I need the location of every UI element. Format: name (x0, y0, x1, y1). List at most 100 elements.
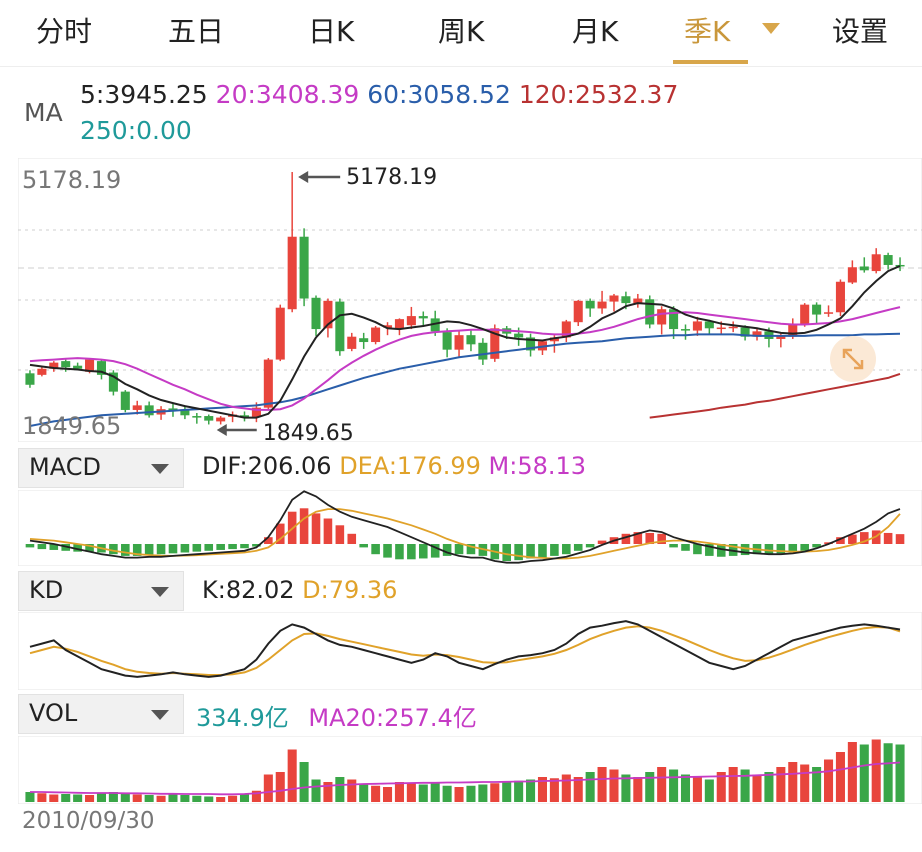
candle-body (466, 335, 476, 345)
volume-bar (490, 783, 500, 802)
volume-bar (585, 772, 595, 802)
macd-bar (275, 523, 285, 544)
macd-bar (73, 544, 82, 552)
macd-m: M:58.13 (488, 452, 587, 480)
macd-bar (621, 533, 631, 544)
tab-five-day[interactable]: 五日 (168, 15, 225, 48)
macd-bar (228, 544, 237, 550)
volume-bar (680, 774, 691, 802)
candle-body (204, 416, 214, 421)
candle-body (73, 365, 83, 369)
candle-body (394, 319, 404, 330)
candle-body (621, 296, 631, 304)
candle-body (680, 329, 691, 331)
volume-bar (764, 772, 774, 802)
expand-arrows-icon[interactable] (830, 336, 876, 382)
candle-body (192, 416, 202, 418)
ma-label: MA (24, 98, 63, 127)
candle-body (657, 309, 667, 325)
volume-bar (776, 767, 786, 802)
volume-bar (514, 780, 524, 802)
candle-body (597, 301, 607, 309)
candle-body (323, 300, 333, 329)
start-date: 2010/09/30 (22, 808, 155, 834)
volume-bar (573, 777, 583, 802)
kd-values: K:82.02 D:79.36 (202, 576, 397, 604)
macd-bar (25, 544, 35, 548)
macd-bar (323, 518, 333, 544)
high-marker-label: 5178.19 (346, 165, 437, 190)
vol-ma20: MA20:257.4亿 (308, 704, 477, 732)
candle-body (669, 309, 679, 330)
macd-bar (144, 544, 154, 556)
volume-bar (812, 767, 822, 802)
vol-selector[interactable]: VOL (18, 694, 184, 734)
active-tab-indicator (673, 60, 748, 64)
candle-body (418, 316, 428, 319)
macd-chart[interactable] (18, 490, 922, 566)
volume-bar (728, 767, 738, 802)
volume-bar (847, 742, 857, 802)
tab-settings[interactable]: 设置 (832, 15, 889, 48)
caret-down-icon (151, 464, 169, 474)
volume-bar (311, 779, 321, 802)
macd-selector[interactable]: MACD (18, 448, 184, 488)
candle-body (692, 321, 702, 331)
kd-d: D:79.36 (302, 576, 398, 604)
macd-bar (573, 544, 583, 551)
tab-weekly-k[interactable]: 周K (438, 15, 485, 48)
candle-body (895, 264, 905, 267)
candle-body (251, 407, 261, 417)
candle-body (883, 255, 893, 265)
macd-bar (597, 540, 607, 544)
macd-bar (514, 544, 523, 561)
kd-selector-label: KD (29, 576, 64, 604)
candle-body (752, 331, 762, 337)
volume-bar (657, 767, 667, 802)
macd-bar (383, 544, 392, 558)
candle-body (144, 405, 154, 416)
macd-bar (538, 544, 547, 558)
tab-quarterly-k[interactable]: 季K (684, 15, 731, 48)
candle-body (847, 267, 857, 283)
kd-chart[interactable] (18, 612, 922, 690)
macd-bar (740, 544, 750, 556)
volume-bar (382, 787, 393, 802)
candle-body (859, 266, 869, 271)
candle-body (633, 298, 643, 304)
volume-bar (740, 769, 750, 802)
vol-values: 334.9亿 MA20:257.4亿 (196, 698, 477, 733)
period-tabs: 分时 五日 日K 周K 月K 季K 设置 (0, 0, 922, 67)
caret-down-icon[interactable] (762, 23, 780, 34)
candle-body (704, 321, 714, 329)
volume-bar (418, 784, 428, 802)
candle-body (442, 332, 452, 350)
kd-selector[interactable]: KD (18, 571, 184, 611)
tab-daily-k[interactable]: 日K (308, 15, 355, 48)
volume-bar (609, 769, 619, 802)
macd-bar (264, 537, 273, 544)
candle-body (823, 312, 834, 314)
volume-bar (108, 792, 118, 802)
candle-body (454, 335, 464, 350)
volume-bar (168, 794, 178, 802)
volume-chart[interactable] (18, 736, 922, 804)
volume-bar (835, 752, 845, 802)
volume-bar (287, 749, 297, 802)
tab-intraday[interactable]: 分时 (36, 15, 93, 48)
candlestick-chart[interactable]: 5178.19 1849.65 5178.19 1849.65 (18, 158, 922, 442)
candle-body (239, 415, 250, 418)
volume-bar (561, 774, 571, 802)
tab-monthly-k[interactable]: 月K (572, 15, 619, 48)
volume-bar (823, 759, 834, 802)
low-marker-label: 1849.65 (263, 421, 354, 442)
vol-value: 334.9亿 (196, 704, 289, 732)
candle-body (25, 373, 35, 385)
macd-bar (418, 544, 428, 559)
volume-bar (192, 795, 202, 802)
candle-body (788, 324, 798, 337)
macd-bar (776, 544, 786, 554)
macd-bar (359, 544, 368, 548)
macd-bar (180, 544, 190, 553)
macd-bar (85, 544, 94, 552)
